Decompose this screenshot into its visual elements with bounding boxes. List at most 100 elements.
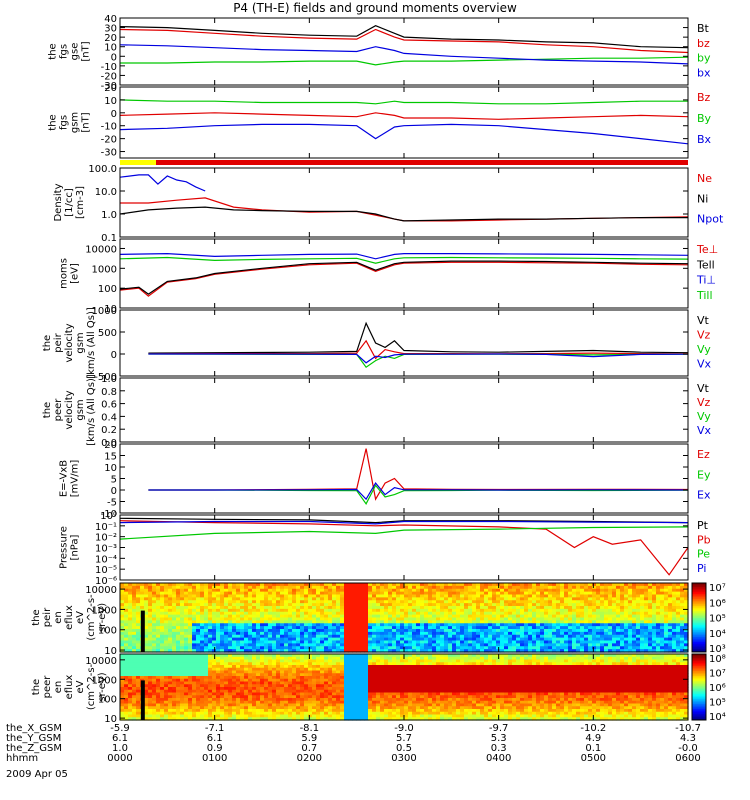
heatmap-cell <box>180 706 185 710</box>
heatmap-cell <box>616 620 621 624</box>
heatmap-cell <box>256 678 261 683</box>
heatmap-cell <box>236 597 241 601</box>
heatmap-cell <box>156 709 161 713</box>
heatmap-cell <box>164 714 169 718</box>
heatmap-cell <box>252 700 257 705</box>
heatmap-cell <box>184 673 189 677</box>
heatmap-cell <box>216 591 221 596</box>
heatmap-cell <box>152 606 157 610</box>
heatmap-cell <box>520 583 525 587</box>
heatmap-cell <box>584 606 589 610</box>
heatmap-cell <box>376 626 381 630</box>
heatmap-cell <box>336 614 341 619</box>
heatmap-cell <box>424 626 429 630</box>
heatmap-cell <box>484 629 489 633</box>
heatmap-cell <box>176 631 181 636</box>
heatmap-cell <box>288 623 293 627</box>
heatmap-cell <box>216 654 221 658</box>
heatmap-cell <box>460 600 465 604</box>
heatmap-cell <box>560 617 565 621</box>
heatmap-cell <box>448 594 453 598</box>
heatmap-cell <box>156 594 161 598</box>
heatmap-cell <box>500 620 505 624</box>
heatmap-cell <box>240 608 245 613</box>
y-tick-label: 10 <box>104 646 117 657</box>
heatmap-cell <box>652 603 657 607</box>
heatmap-cell <box>140 676 145 680</box>
heatmap-cell <box>268 676 273 680</box>
heatmap-cell <box>492 597 497 601</box>
heatmap-cell <box>212 617 217 621</box>
heatmap-cell <box>196 717 201 721</box>
heatmap-cell <box>284 684 289 688</box>
legend-entry: Tell <box>696 258 715 271</box>
heatmap-cell <box>212 709 217 713</box>
heatmap-cell <box>180 662 185 666</box>
heatmap-cell <box>616 629 621 633</box>
heatmap-cell <box>424 629 429 633</box>
heatmap-cell <box>248 646 253 650</box>
heatmap-cell <box>568 643 573 647</box>
heatmap-cell <box>572 594 577 598</box>
heatmap-cell <box>608 591 613 596</box>
heatmap-cell <box>136 706 141 710</box>
heatmap-cell <box>684 637 689 642</box>
heatmap-cell <box>616 585 621 590</box>
heatmap-cell <box>188 608 193 613</box>
heatmap-cell <box>196 608 201 613</box>
heatmap-cell <box>228 654 233 658</box>
heatmap-cell <box>280 617 285 621</box>
heatmap-cell <box>292 626 297 630</box>
heatmap-cell <box>352 594 357 598</box>
heatmap-cell <box>492 611 497 616</box>
heatmap-cell <box>216 681 221 685</box>
heatmap-cell <box>208 692 213 696</box>
heatmap-cell <box>400 588 405 593</box>
heatmap-cell <box>188 603 193 607</box>
heatmap-cell <box>252 698 257 702</box>
heatmap-cell <box>232 678 237 683</box>
heatmap-cell <box>612 603 617 607</box>
heatmap-cell <box>232 717 237 721</box>
legend-entry: bz <box>697 37 710 50</box>
heatmap-cell <box>288 670 293 674</box>
heatmap-cell <box>344 646 349 650</box>
heatmap-cell <box>292 597 297 601</box>
heatmap-cell <box>344 594 349 598</box>
heatmap-cell <box>416 594 421 598</box>
heatmap-cell <box>220 665 225 669</box>
heatmap-cell <box>432 603 437 607</box>
heatmap-cell <box>236 656 241 661</box>
heatmap-cell <box>612 626 617 630</box>
heatmap-cell <box>124 631 129 636</box>
heatmap-cell <box>680 640 685 644</box>
heatmap-cell <box>128 614 133 619</box>
heatmap-cell <box>152 654 157 658</box>
heatmap-cell <box>236 646 241 650</box>
heatmap-cell <box>160 606 165 610</box>
heatmap-cell <box>664 649 669 653</box>
heatmap-cell <box>660 617 665 621</box>
heatmap-cell <box>300 597 305 601</box>
heatmap-cell <box>224 591 229 596</box>
heatmap-cell <box>296 673 301 677</box>
heatmap-cell <box>348 600 353 604</box>
heatmap-cell <box>220 640 225 644</box>
heatmap-cell <box>156 606 161 610</box>
heatmap-cell <box>224 634 229 639</box>
heatmap-cell <box>252 585 257 590</box>
heatmap-cell <box>176 629 181 633</box>
heatmap-cell <box>184 614 189 619</box>
heatmap-cell <box>576 585 581 590</box>
heatmap-cell <box>640 591 645 596</box>
heatmap-cell <box>312 626 317 630</box>
heatmap-cell <box>316 640 321 644</box>
heatmap-cell <box>180 617 185 621</box>
heatmap-cell <box>568 634 573 639</box>
heatmap-cell <box>140 591 145 596</box>
heatmap-cell <box>256 670 261 674</box>
heatmap-cell <box>172 600 177 604</box>
heatmap-cell <box>256 698 261 702</box>
heatmap-cell <box>532 631 537 636</box>
heatmap-cell <box>532 634 537 639</box>
